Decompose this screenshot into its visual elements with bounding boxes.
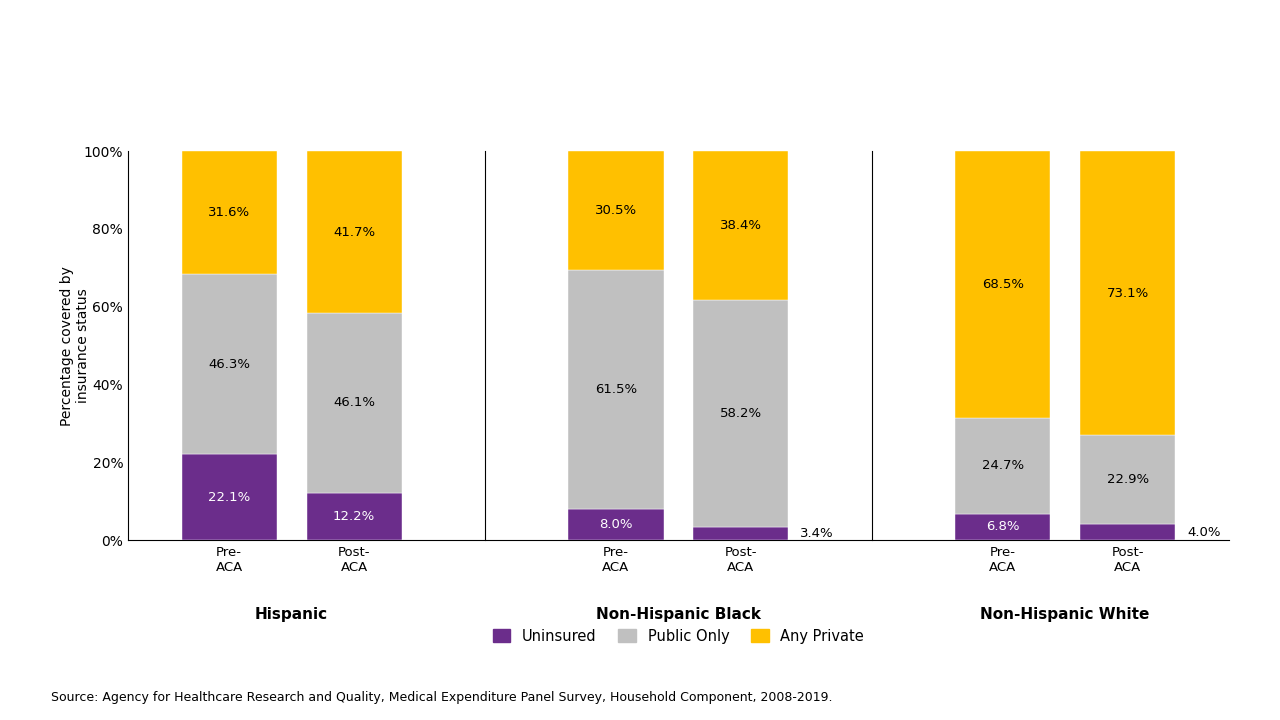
Text: 12.2%: 12.2% <box>333 510 375 523</box>
Text: 24.7%: 24.7% <box>982 459 1024 472</box>
Text: Hispanic: Hispanic <box>255 607 328 621</box>
Bar <box>955 418 1051 513</box>
Bar <box>1080 524 1175 540</box>
Text: Figure 4. Distribution of insurance status of birth mothers at time of birth by
: Figure 4. Distribution of insurance stat… <box>108 41 1019 90</box>
Text: 38.4%: 38.4% <box>719 220 762 233</box>
Text: 30.5%: 30.5% <box>595 204 637 217</box>
Text: 31.6%: 31.6% <box>209 206 250 219</box>
Bar <box>1080 436 1175 524</box>
Bar <box>306 313 402 492</box>
Bar <box>568 270 663 509</box>
Bar <box>182 151 276 274</box>
Bar <box>694 300 788 527</box>
Legend: Uninsured, Public Only, Any Private: Uninsured, Public Only, Any Private <box>486 623 870 649</box>
Bar <box>306 492 402 540</box>
Bar <box>1080 151 1175 436</box>
Text: Source: Agency for Healthcare Research and Quality, Medical Expenditure Panel Su: Source: Agency for Healthcare Research a… <box>51 691 833 704</box>
Bar <box>306 151 402 313</box>
Text: 6.8%: 6.8% <box>986 521 1019 534</box>
Text: Non-Hispanic Black: Non-Hispanic Black <box>596 607 760 621</box>
Text: 58.2%: 58.2% <box>719 407 762 420</box>
Bar <box>568 151 663 270</box>
Text: 46.1%: 46.1% <box>333 397 375 410</box>
Bar <box>568 509 663 540</box>
Text: 46.3%: 46.3% <box>209 358 250 371</box>
Text: Non-Hispanic White: Non-Hispanic White <box>980 607 1149 621</box>
Bar <box>955 513 1051 540</box>
Text: 22.1%: 22.1% <box>209 490 251 503</box>
Text: 4.0%: 4.0% <box>1187 526 1221 539</box>
Bar <box>694 151 788 300</box>
Text: 3.4%: 3.4% <box>800 527 835 540</box>
Text: 73.1%: 73.1% <box>1106 287 1148 300</box>
Bar <box>955 151 1051 418</box>
Y-axis label: Percentage covered by
insurance status: Percentage covered by insurance status <box>60 266 91 426</box>
Bar <box>182 454 276 540</box>
Bar <box>694 527 788 540</box>
Text: 22.9%: 22.9% <box>1107 474 1148 487</box>
Text: 68.5%: 68.5% <box>982 278 1024 291</box>
Text: 8.0%: 8.0% <box>599 518 632 531</box>
Text: 41.7%: 41.7% <box>333 226 375 239</box>
Bar <box>182 274 276 454</box>
Text: 61.5%: 61.5% <box>595 383 637 396</box>
